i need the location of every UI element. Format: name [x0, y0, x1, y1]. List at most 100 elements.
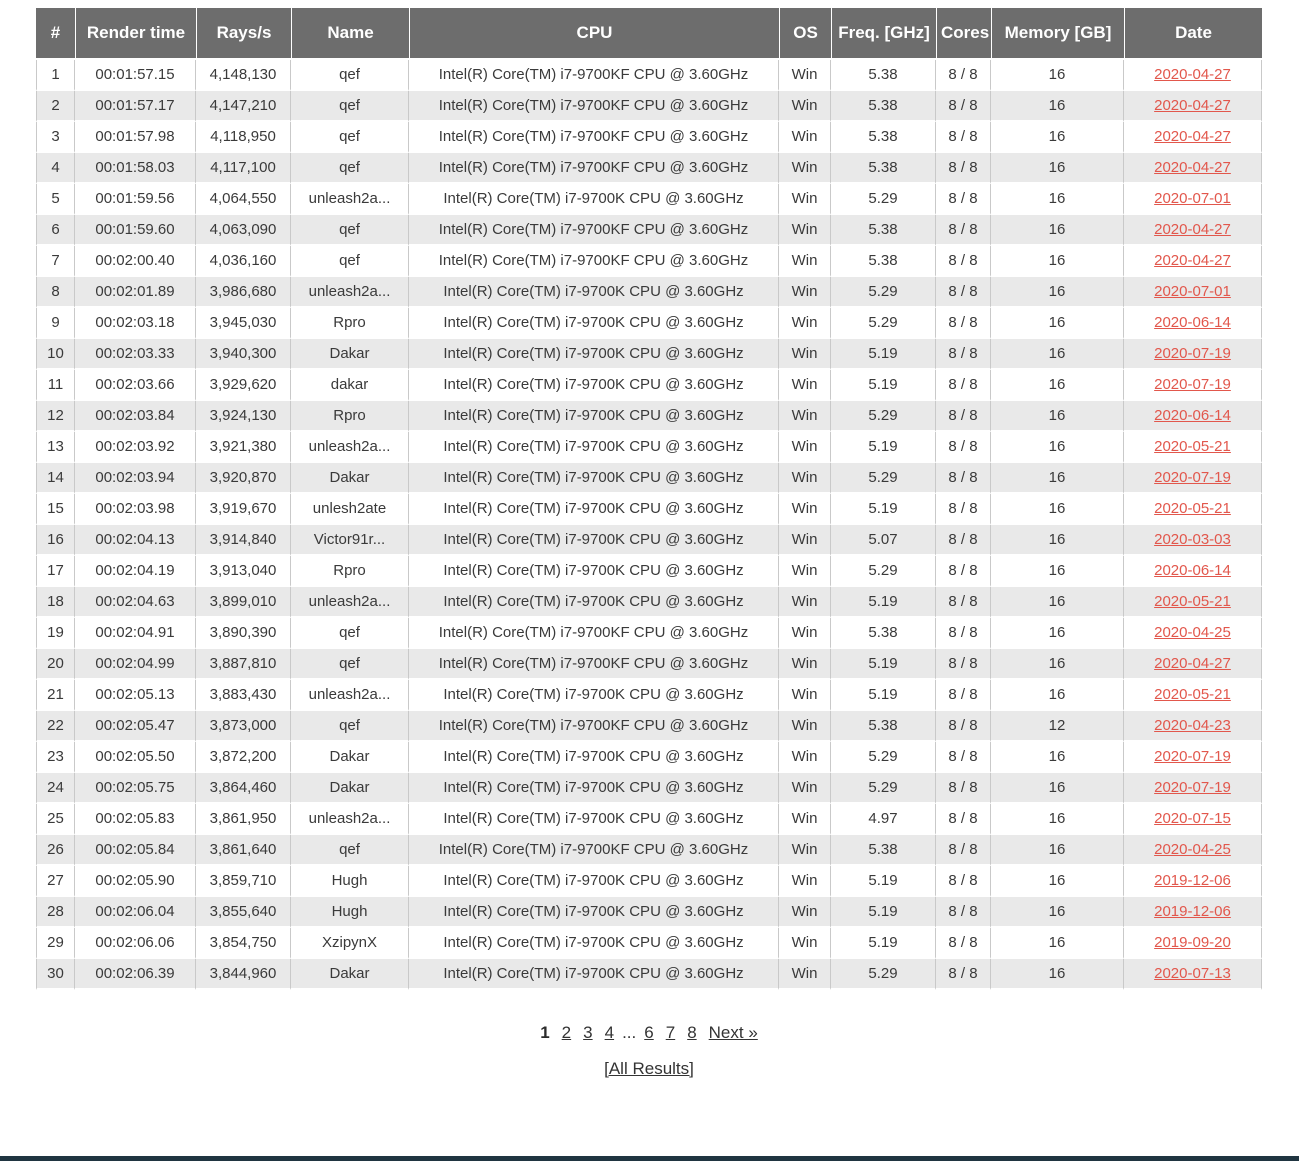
cell-memory-gb: 16: [991, 835, 1124, 866]
date-link[interactable]: 2020-04-27: [1154, 128, 1231, 145]
date-link[interactable]: 2020-04-27: [1154, 66, 1231, 83]
date-link[interactable]: 2020-04-27: [1154, 655, 1231, 672]
cell-render-time: 00:02:04.91: [75, 618, 196, 649]
cell-os: Win: [779, 308, 831, 339]
cell-date: 2020-07-19: [1124, 370, 1262, 401]
date-link[interactable]: 2020-03-03: [1154, 531, 1231, 548]
cell-render-time: 00:01:59.56: [75, 184, 196, 215]
cell-rays-per-sec: 3,929,620: [196, 370, 291, 401]
cell-cores: 8 / 8: [936, 525, 991, 556]
date-link[interactable]: 2020-04-27: [1154, 221, 1231, 238]
date-link[interactable]: 2020-04-23: [1154, 717, 1231, 734]
page-link-6[interactable]: 6: [644, 1023, 654, 1042]
date-link[interactable]: 2020-07-19: [1154, 345, 1231, 362]
page-link-8[interactable]: 8: [687, 1023, 697, 1042]
date-link[interactable]: 2020-06-14: [1154, 562, 1231, 579]
cell-memory-gb: 16: [991, 556, 1124, 587]
cell-rays-per-sec: 3,854,750: [196, 928, 291, 959]
cell-cores: 8 / 8: [936, 649, 991, 680]
date-link[interactable]: 2020-07-13: [1154, 965, 1231, 982]
benchmark-table: # Render time Rays/s Name CPU OS Freq. [GHz] Co…: [36, 8, 1262, 990]
date-link[interactable]: 2020-06-14: [1154, 407, 1231, 424]
cell-name: Victor91r...: [291, 525, 409, 556]
cell-os: Win: [779, 742, 831, 773]
cell-name: qef: [291, 618, 409, 649]
cell-cpu: Intel(R) Core(TM) i7-9700KF CPU @ 3.60GH…: [409, 711, 779, 742]
cell-date: 2020-04-27: [1124, 122, 1262, 153]
date-link[interactable]: 2020-07-19: [1154, 779, 1231, 796]
date-link[interactable]: 2020-07-01: [1154, 190, 1231, 207]
cell-rays-per-sec: 3,883,430: [196, 680, 291, 711]
date-link[interactable]: 2019-12-06: [1154, 903, 1231, 920]
cell-cpu: Intel(R) Core(TM) i7-9700K CPU @ 3.60GHz: [409, 897, 779, 928]
date-link[interactable]: 2020-07-15: [1154, 810, 1231, 827]
cell-cpu: Intel(R) Core(TM) i7-9700K CPU @ 3.60GHz: [409, 370, 779, 401]
table-row: 8 00:02:01.89 3,986,680 unleash2a... Intel(R…: [36, 277, 1262, 308]
cell-freq-ghz: 5.29: [831, 773, 936, 804]
date-link[interactable]: 2020-04-27: [1154, 97, 1231, 114]
cell-rays-per-sec: 3,899,010: [196, 587, 291, 618]
cell-rank: 15: [36, 494, 75, 525]
page-link-7[interactable]: 7: [665, 1023, 676, 1042]
page-link-2[interactable]: 2: [561, 1023, 572, 1042]
cell-rank: 30: [36, 959, 75, 990]
cell-freq-ghz: 5.19: [831, 649, 936, 680]
table-row: 7 00:02:00.40 4,036,160 qef Intel(R) Core(TM…: [36, 246, 1262, 277]
cell-render-time: 00:02:05.90: [75, 866, 196, 897]
date-link[interactable]: 2020-07-19: [1154, 748, 1231, 765]
date-link[interactable]: 2020-04-25: [1154, 624, 1231, 641]
table-row: 20 00:02:04.99 3,887,810 qef Intel(R) Core(T…: [36, 649, 1262, 680]
date-link[interactable]: 2020-07-01: [1154, 283, 1231, 300]
cell-render-time: 00:02:03.98: [75, 494, 196, 525]
date-link[interactable]: 2019-09-20: [1154, 934, 1231, 951]
cell-rays-per-sec: 3,921,380: [196, 432, 291, 463]
cell-freq-ghz: 5.29: [831, 463, 936, 494]
page-link-4[interactable]: 4: [604, 1023, 615, 1042]
cell-rays-per-sec: 4,064,550: [196, 184, 291, 215]
date-link[interactable]: 2020-04-25: [1154, 841, 1231, 858]
cell-memory-gb: 16: [991, 215, 1124, 246]
cell-cpu: Intel(R) Core(TM) i7-9700KF CPU @ 3.60GH…: [409, 246, 779, 277]
date-link[interactable]: 2020-07-19: [1154, 376, 1231, 393]
cell-os: Win: [779, 959, 831, 990]
date-link[interactable]: 2020-07-19: [1154, 469, 1231, 486]
table-row: 3 00:01:57.98 4,118,950 qef Intel(R) Core(TM…: [36, 122, 1262, 153]
date-link[interactable]: 2019-12-06: [1154, 872, 1231, 889]
cell-os: Win: [779, 773, 831, 804]
cell-render-time: 00:01:57.15: [75, 60, 196, 91]
cell-os: Win: [779, 339, 831, 370]
cell-render-time: 00:02:05.75: [75, 773, 196, 804]
cell-rank: 10: [36, 339, 75, 370]
cell-os: Win: [779, 60, 831, 91]
date-link[interactable]: 2020-05-21: [1154, 500, 1231, 517]
cell-os: Win: [779, 711, 831, 742]
cell-cpu: Intel(R) Core(TM) i7-9700K CPU @ 3.60GHz: [409, 866, 779, 897]
cell-rank: 20: [36, 649, 75, 680]
cell-freq-ghz: 5.07: [831, 525, 936, 556]
all-results-link[interactable]: [All Results]: [604, 1059, 694, 1078]
cell-memory-gb: 16: [991, 463, 1124, 494]
cell-rank: 11: [36, 370, 75, 401]
date-link[interactable]: 2020-06-14: [1154, 314, 1231, 331]
cell-date: 2020-04-27: [1124, 153, 1262, 184]
date-link[interactable]: 2020-05-21: [1154, 686, 1231, 703]
next-page-link[interactable]: Next »: [708, 1023, 758, 1042]
cell-freq-ghz: 4.97: [831, 804, 936, 835]
cell-freq-ghz: 5.19: [831, 928, 936, 959]
page-link-3[interactable]: 3: [583, 1023, 593, 1042]
cell-rank: 27: [36, 866, 75, 897]
cell-memory-gb: 16: [991, 897, 1124, 928]
cell-memory-gb: 16: [991, 277, 1124, 308]
date-link[interactable]: 2020-05-21: [1154, 593, 1231, 610]
date-link[interactable]: 2020-04-27: [1154, 252, 1231, 269]
column-header-cores: Cores: [936, 8, 991, 60]
date-link[interactable]: 2020-05-21: [1154, 438, 1231, 455]
cell-date: 2020-04-25: [1124, 618, 1262, 649]
cell-name: Hugh: [291, 897, 409, 928]
date-link[interactable]: 2020-04-27: [1154, 159, 1231, 176]
cell-cpu: Intel(R) Core(TM) i7-9700K CPU @ 3.60GHz: [409, 463, 779, 494]
cell-cpu: Intel(R) Core(TM) i7-9700K CPU @ 3.60GHz: [409, 525, 779, 556]
cell-freq-ghz: 5.29: [831, 401, 936, 432]
cell-name: unleash2a...: [291, 587, 409, 618]
pagination: 1 2 3 4... 6 7 8 Next »: [36, 1023, 1262, 1043]
